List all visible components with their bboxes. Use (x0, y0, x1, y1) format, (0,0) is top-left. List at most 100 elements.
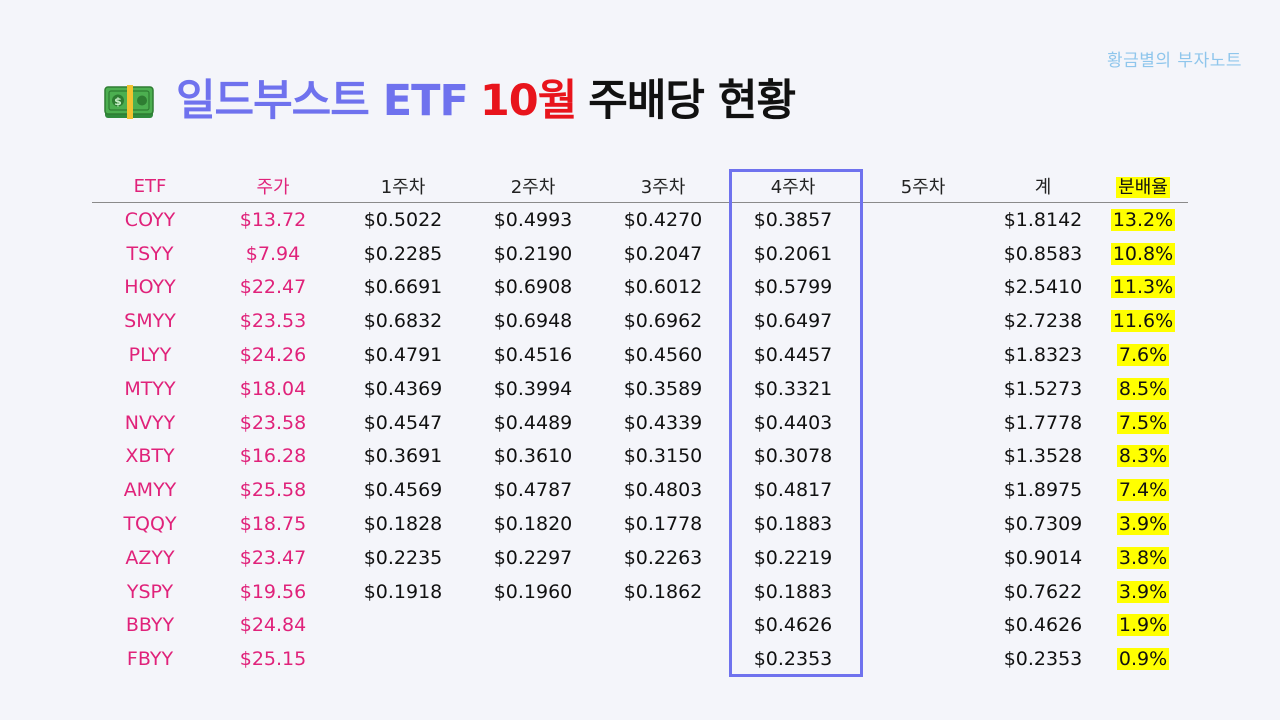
cell-week4: $0.2353 (753, 648, 833, 671)
cell-price: $24.84 (239, 614, 307, 637)
table-row: PLYY $24.26 $0.4791 $0.4516 $0.4560 $0.4457 $1… (92, 338, 1188, 372)
table-row: AMYY $25.58 $0.4569 $0.4787 $0.4803 $0.4817 $1… (92, 473, 1188, 507)
cell-total: $1.5273 (1003, 377, 1083, 400)
cell-total: $0.2353 (1003, 648, 1083, 671)
yield-highlight: 8.5% (1116, 377, 1170, 400)
header-yield-label: 분배율 (1116, 177, 1170, 198)
cell-etf: BBYY (125, 614, 175, 637)
cell-total: $1.8323 (1003, 344, 1083, 367)
cell-week1: $0.4791 (363, 344, 443, 367)
cell-etf: YSPY (126, 580, 174, 603)
cell-yield: 13.2% (1098, 203, 1188, 237)
header-week3: 3주차 (598, 170, 728, 203)
cell-week4: $0.3857 (753, 208, 833, 231)
cell-week3: $0.1862 (623, 580, 703, 603)
svg-text:$: $ (114, 95, 122, 108)
yield-highlight: 13.2% (1110, 208, 1176, 231)
cell-week3: $0.4803 (623, 479, 703, 502)
cell-week2: $0.2297 (493, 546, 573, 569)
yield-highlight: 3.9% (1116, 513, 1170, 536)
cell-yield: 3.9% (1098, 507, 1188, 541)
header-etf: ETF (92, 170, 208, 203)
table-row: XBTY $16.28 $0.3691 $0.3610 $0.3150 $0.3078 $1… (92, 440, 1188, 474)
watermark: 황금별의 부자노트 (1106, 51, 1242, 71)
cell-yield: 7.4% (1098, 473, 1188, 507)
cell-week1: $0.4369 (363, 377, 443, 400)
cell-week5 (858, 203, 988, 237)
cell-week2: $0.6948 (493, 310, 573, 333)
cell-week3: $0.1778 (623, 513, 703, 536)
cell-week1: $0.4547 (363, 411, 443, 434)
cell-week4: $0.5799 (753, 276, 833, 299)
table-row: AZYY $23.47 $0.2235 $0.2297 $0.2263 $0.2219 $0… (92, 541, 1188, 575)
table-row: FBYY $25.15 $0.2353 $0.2353 0.9% (92, 642, 1188, 676)
cell-yield: 0.9% (1098, 642, 1188, 676)
cell-etf: NVYY (124, 411, 176, 434)
cell-etf: XBTY (125, 445, 175, 468)
table-row: HOYY $22.47 $0.6691 $0.6908 $0.6012 $0.5799 $2… (92, 271, 1188, 305)
week4-highlight-box (729, 169, 863, 677)
table-row: TQQY $18.75 $0.1828 $0.1820 $0.1778 $0.1883 $0… (92, 507, 1188, 541)
cell-etf: SMYY (124, 310, 176, 333)
title-row: $ 일드부스트 ETF 10월 주배당 현황 (104, 80, 796, 123)
cell-week1 (338, 609, 468, 643)
cell-week2: $0.2190 (493, 242, 573, 265)
cell-total: $0.8583 (1003, 242, 1083, 265)
cell-week5 (858, 507, 988, 541)
cell-etf: AMYY (123, 479, 177, 502)
cell-etf: MTYY (124, 377, 176, 400)
cell-week2: $0.1960 (493, 580, 573, 603)
cell-week5 (858, 642, 988, 676)
cell-week4: $0.4817 (753, 479, 833, 502)
cell-price: $24.26 (239, 344, 307, 367)
cell-week3: $0.3150 (623, 445, 703, 468)
cell-total: $2.7238 (1003, 310, 1083, 333)
table-row: SMYY $23.53 $0.6832 $0.6948 $0.6962 $0.6497 $2… (92, 304, 1188, 338)
header-week2: 2주차 (468, 170, 598, 203)
title-product: 일드부스트 ETF (176, 76, 469, 126)
cell-etf: TSYY (126, 242, 174, 265)
cell-yield: 3.8% (1098, 541, 1188, 575)
cell-yield: 11.6% (1098, 304, 1188, 338)
cell-week4: $0.1883 (753, 580, 833, 603)
yield-highlight: 8.3% (1116, 445, 1170, 468)
cell-week5 (858, 440, 988, 474)
cell-week3: $0.2047 (623, 242, 703, 265)
header-yield: 분배율 (1098, 170, 1188, 203)
cell-week4: $0.2061 (753, 242, 833, 265)
cell-yield: 7.5% (1098, 406, 1188, 440)
yield-highlight: 11.6% (1110, 310, 1176, 333)
cell-week4: $0.3321 (753, 377, 833, 400)
title-subject: 주배당 현황 (588, 76, 796, 126)
cell-week2: $0.4516 (493, 344, 573, 367)
table-row: COYY $13.72 $0.5022 $0.4993 $0.4270 $0.3857 $1… (92, 203, 1188, 237)
yield-highlight: 7.5% (1116, 411, 1170, 434)
cell-week3: $0.4560 (623, 344, 703, 367)
yield-highlight: 3.8% (1116, 546, 1170, 569)
cell-price: $18.75 (239, 513, 307, 536)
header-week4: 4주차 (728, 170, 858, 203)
cell-price: $23.53 (239, 310, 307, 333)
cell-price: $19.56 (239, 580, 307, 603)
cell-week4: $0.3078 (753, 445, 833, 468)
cell-price: $23.58 (239, 411, 307, 434)
cell-week2: $0.1820 (493, 513, 573, 536)
cell-week5 (858, 575, 988, 609)
cell-week3: $0.2263 (623, 546, 703, 569)
cell-total: $0.7622 (1003, 580, 1083, 603)
yield-highlight: 7.4% (1116, 479, 1170, 502)
cell-week4: $0.4403 (753, 411, 833, 434)
cell-week3: $0.4270 (623, 208, 703, 231)
cell-week4: $0.2219 (753, 546, 833, 569)
cell-week2: $0.3610 (493, 445, 573, 468)
yield-highlight: 3.9% (1116, 580, 1170, 603)
page-title: 일드부스트 ETF 10월 주배당 현황 (176, 80, 796, 123)
cell-price: $25.58 (239, 479, 307, 502)
cell-week3: $0.4339 (623, 411, 703, 434)
cell-week1: $0.1918 (363, 580, 443, 603)
header-price: 주가 (208, 170, 338, 203)
cell-total: $1.7778 (1003, 411, 1083, 434)
cell-total: $0.9014 (1003, 546, 1083, 569)
cell-week4: $0.4457 (753, 344, 833, 367)
